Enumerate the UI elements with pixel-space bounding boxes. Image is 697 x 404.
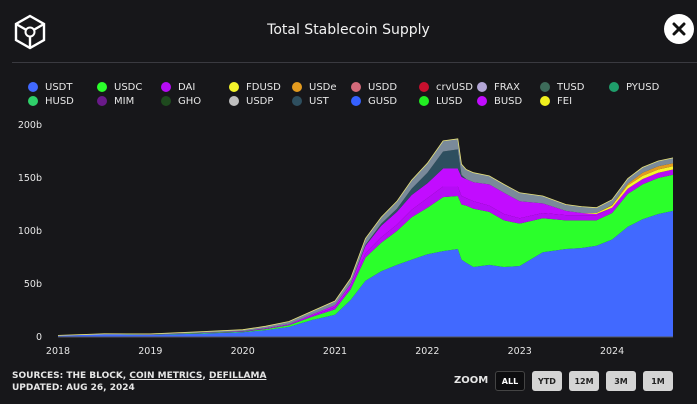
legend-swatch — [28, 82, 38, 92]
x-tick-label: 2024 — [600, 346, 624, 357]
legend-item-tusd[interactable]: TUSD — [540, 80, 584, 94]
legend-label: FRAX — [494, 81, 520, 93]
x-axis: 2018 2019 2020 2021 2022 2023 2024 — [46, 336, 673, 357]
legend-label: BUSD — [494, 95, 523, 107]
legend-label: TUSD — [557, 81, 585, 93]
legend-item-fei[interactable]: FEI — [540, 94, 572, 108]
legend-swatch — [229, 96, 239, 106]
legend-item-lusd[interactable]: LUSD — [419, 94, 462, 108]
legend-label: USDT — [45, 81, 73, 93]
header: Total Stablecoin Supply — [0, 0, 697, 62]
legend-label: HUSD — [45, 95, 74, 107]
legend-swatch — [540, 82, 550, 92]
legend-item-usde[interactable]: USDe — [292, 80, 337, 94]
legend-swatch — [609, 82, 619, 92]
legend-item-gho[interactable]: GHO — [161, 94, 201, 108]
y-tick-label: 150b — [18, 173, 42, 184]
legend-swatch — [419, 82, 429, 92]
defillama-link[interactable]: DEFILLAMA — [208, 371, 267, 381]
legend-item-usdt[interactable]: USDT — [28, 80, 72, 94]
legend-swatch — [477, 96, 487, 106]
legend-swatch — [477, 82, 487, 92]
legend-label: USDC — [114, 81, 143, 93]
area-series-usdt — [58, 210, 673, 337]
legend-item-ust[interactable]: UST — [292, 94, 329, 108]
legend-swatch — [229, 82, 239, 92]
legend-item-fdusd[interactable]: FDUSD — [229, 80, 281, 94]
area-series-busd — [58, 168, 673, 336]
y-tick-label: 200b — [18, 120, 42, 131]
legend-swatch — [161, 96, 171, 106]
zoom-button-ytd[interactable]: YTD — [532, 371, 562, 391]
legend-label: GUSD — [368, 95, 398, 107]
legend-swatch — [161, 82, 171, 92]
legend-label: LUSD — [436, 95, 463, 107]
legend-swatch — [28, 96, 38, 106]
x-tick-label: 2022 — [415, 346, 439, 357]
legend-swatch — [419, 96, 429, 106]
sources-block: SOURCES: THE BLOCK, COIN METRICS, DEFILL… — [12, 370, 266, 394]
legend-swatch — [351, 96, 361, 106]
chart-title: Total Stablecoin Supply — [267, 22, 430, 38]
coin-metrics-link[interactable]: COIN METRICS — [129, 371, 203, 381]
legend-item-dai[interactable]: DAI — [161, 80, 195, 94]
y-tick-label: 50b — [24, 279, 42, 290]
legend-item-usdp[interactable]: USDP — [229, 94, 273, 108]
legend-item-husd[interactable]: HUSD — [28, 94, 74, 108]
legend-item-usdc[interactable]: USDC — [97, 80, 142, 94]
legend-swatch — [97, 96, 107, 106]
legend-label: GHO — [178, 95, 202, 107]
zoom-label: ZOOM — [454, 375, 489, 386]
legend-label: UST — [309, 95, 329, 107]
legend-swatch — [97, 82, 107, 92]
stablecoin-supply-chart: 0 50b 100b 150b 200b 2018 2019 2020 2021 2022 202… — [18, 120, 674, 357]
legend-label: FEI — [557, 95, 573, 107]
close-icon — [672, 22, 686, 36]
legend-label: USDD — [368, 81, 398, 93]
the-block-logo-icon[interactable] — [12, 14, 48, 50]
sources-separator: , — [202, 371, 206, 381]
legend-item-gusd[interactable]: GUSD — [351, 94, 397, 108]
sources-line: SOURCES: THE BLOCK, COIN METRICS, DEFILL… — [12, 370, 266, 382]
legend-label: USDe — [309, 81, 337, 93]
updated-date: UPDATED: AUG 26, 2024 — [12, 383, 135, 393]
legend-item-busd[interactable]: BUSD — [477, 94, 522, 108]
total-supply-outline — [57, 138, 674, 336]
legend-label: MIM — [114, 95, 135, 107]
legend-label: DAI — [178, 81, 196, 93]
y-axis: 0 50b 100b 150b 200b — [18, 120, 42, 343]
legend-label: USDP — [246, 95, 274, 107]
legend-swatch — [540, 96, 550, 106]
sources-prefix: SOURCES: THE BLOCK, — [12, 371, 127, 381]
x-tick-label: 2021 — [323, 346, 347, 357]
legend-item-mim[interactable]: MIM — [97, 94, 134, 108]
chart-legend: USDT USDC DAI FDUSD USDe USDD crvUSD FRAX TUSD PY… — [28, 80, 678, 112]
legend-label: crvUSD — [436, 81, 473, 93]
x-tick-label: 2018 — [46, 346, 70, 357]
legend-label: PYUSD — [626, 81, 660, 93]
legend-swatch — [292, 82, 302, 92]
legend-item-pyusd[interactable]: PYUSD — [609, 80, 659, 94]
legend-item-frax[interactable]: FRAX — [477, 80, 520, 94]
x-tick-label: 2023 — [508, 346, 532, 357]
legend-swatch — [292, 96, 302, 106]
legend-swatch — [351, 82, 361, 92]
close-button[interactable] — [664, 14, 694, 44]
zoom-button-3m[interactable]: 3M — [606, 371, 636, 391]
y-tick-label: 100b — [18, 226, 42, 237]
legend-item-crvusd[interactable]: crvUSD — [419, 80, 473, 94]
zoom-button-12m[interactable]: 12M — [569, 371, 599, 391]
zoom-button-1m[interactable]: 1M — [643, 371, 673, 391]
x-tick-label: 2020 — [231, 346, 255, 357]
legend-item-usdd[interactable]: USDD — [351, 80, 397, 94]
legend-label: FDUSD — [246, 81, 281, 93]
zoom-button-all[interactable]: ALL — [495, 371, 525, 391]
header-divider — [12, 62, 697, 63]
plot-areas — [57, 138, 674, 337]
x-tick-label: 2019 — [138, 346, 162, 357]
y-tick-label: 0 — [36, 332, 42, 343]
